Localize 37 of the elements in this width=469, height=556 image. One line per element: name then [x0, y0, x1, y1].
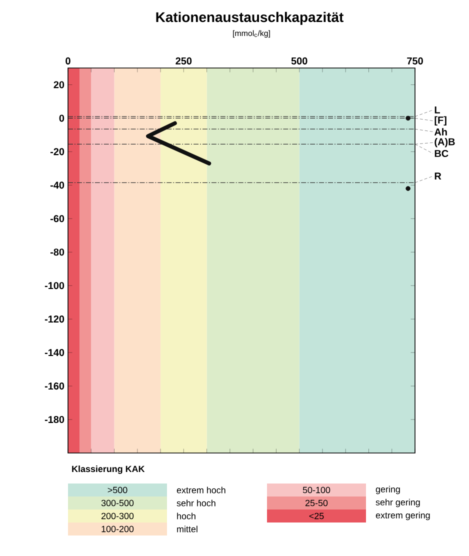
text: 200-300: [102, 512, 134, 520]
y-tick-label: -60: [50, 215, 64, 222]
y-tick-label: -140: [44, 349, 64, 356]
y-tick-label: -120: [44, 316, 64, 323]
text: 300-500: [101, 500, 134, 506]
text: 50-100: [302, 486, 330, 494]
ref-line-label: R: [434, 172, 442, 180]
ref-line-label: [F]: [434, 116, 446, 126]
text: >500: [108, 486, 128, 494]
text: sehr hoch: [176, 500, 216, 506]
y-tick-label: -80: [50, 248, 64, 256]
y-tick-label: 0: [59, 114, 64, 122]
text: mittel: [177, 526, 198, 532]
y-tick-label: -20: [50, 148, 64, 156]
chart-title: Kationenaustauschkapazität: [156, 12, 344, 25]
x-tick-label: 0: [66, 57, 70, 64]
legend-title: Klassierung KAK: [72, 466, 145, 474]
y-tick-label: -180: [44, 416, 64, 424]
x-tick-label: 500: [291, 57, 308, 64]
ref-line-label: (A)B: [434, 138, 455, 148]
text: 25-50: [305, 500, 328, 506]
text: <25: [309, 512, 324, 520]
ref-line-label: Ah: [434, 128, 447, 136]
text: hoch: [177, 512, 196, 520]
text: extrem gering: [376, 512, 430, 520]
text: extrem hoch: [176, 486, 226, 494]
annotation: BC: [434, 150, 448, 158]
text: gering: [376, 486, 400, 494]
y-tick-label: -40: [50, 182, 64, 189]
y-tick-label: -100: [44, 282, 64, 290]
y-tick-label: -160: [44, 382, 64, 390]
y-tick-label: 20: [54, 81, 64, 88]
ref-line-label: L: [434, 106, 440, 114]
x-tick-label: 250: [176, 57, 192, 64]
text: 100-200: [102, 526, 134, 532]
x-tick-label: 750: [407, 57, 423, 64]
text: sehr gering: [376, 498, 420, 508]
